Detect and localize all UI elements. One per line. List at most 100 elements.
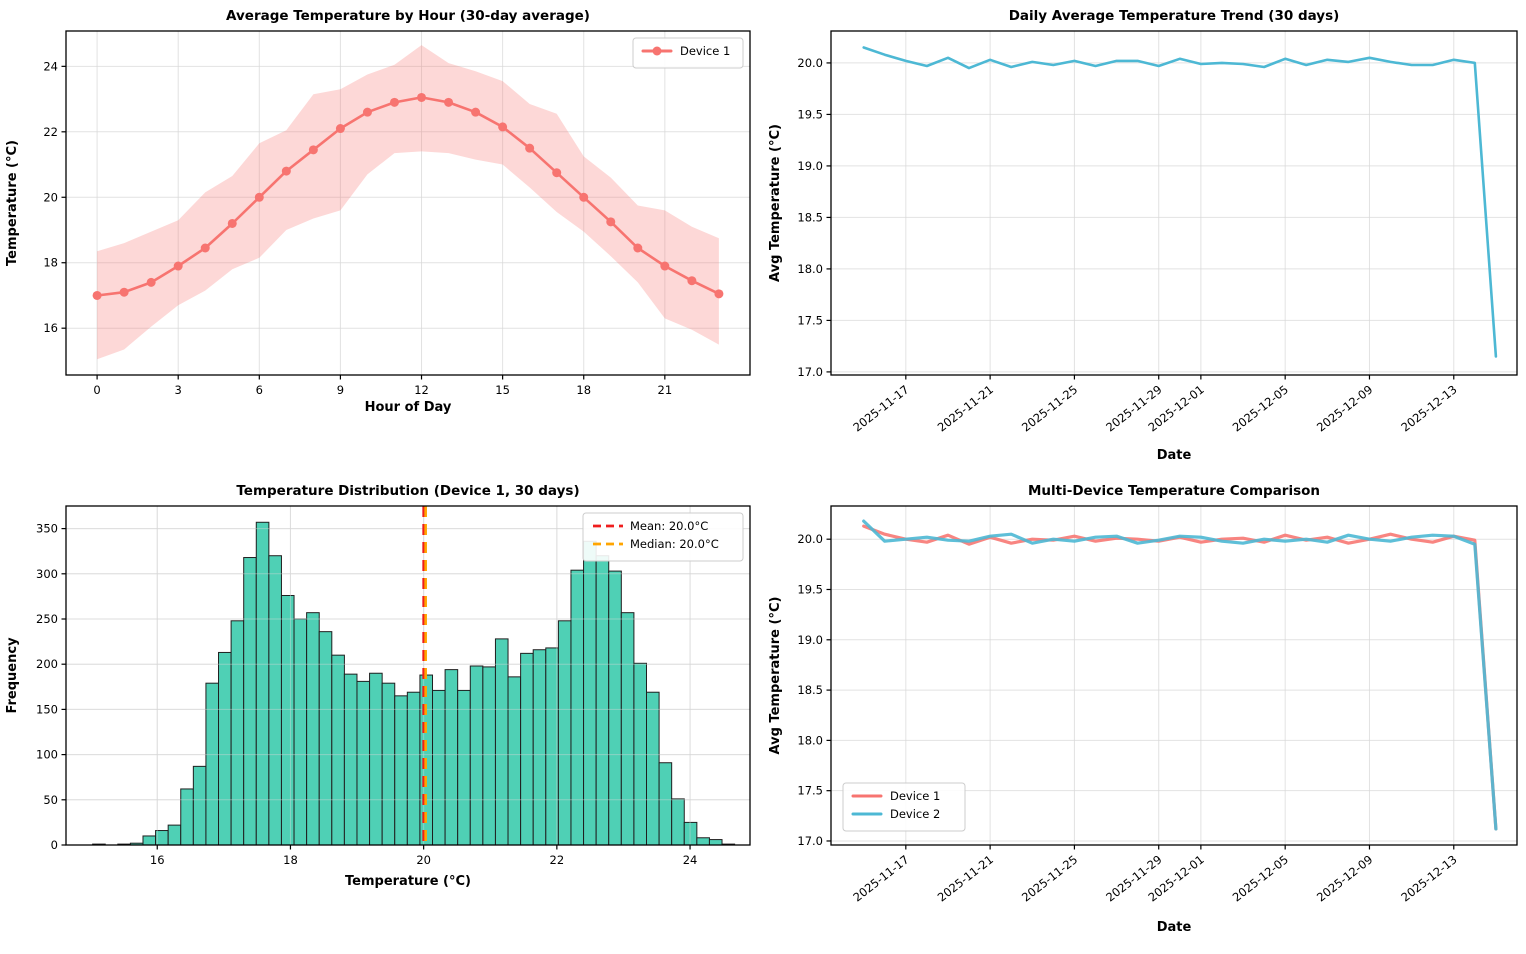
y-tick-label: 17.5 [797,313,823,327]
y-tick-label: 17.0 [797,834,823,848]
plot-background [763,475,1526,950]
plot-area [862,46,1498,358]
data-point-marker [579,192,589,202]
data-point-marker [281,166,291,176]
y-tick-label: 200 [36,657,58,671]
histogram-bar [469,665,484,846]
x-tick-label: 6 [256,383,263,397]
grid-lines [66,31,750,375]
data-point-marker [417,92,427,102]
x-tick-label: 22 [550,853,565,867]
legend-marker-sample [652,46,662,56]
legend-label: Mean: 20.0°C [630,519,708,533]
cell-daily-trend: 2025-11-17 2025-11-21 2025-11-25 2025-11-29… [763,0,1526,475]
histogram-bar [658,762,673,846]
chart-multi-device-comparison: 2025-11-17 2025-11-21 2025-11-25 2025-11-29… [763,475,1526,950]
histogram-bar [180,788,194,846]
legend-item: Device 1 [851,789,940,803]
histogram-bar [306,612,320,846]
data-point-marker [714,289,724,299]
data-point-marker [444,97,454,107]
y-tick-label: 18.5 [797,683,823,697]
data-point-marker [552,168,562,178]
histogram-bar [255,521,270,846]
cell-multi-device-comparison: 2025-11-17 2025-11-21 2025-11-25 2025-11-29… [763,475,1526,950]
histogram-bar [494,638,509,846]
plot-area [92,45,724,360]
data-point-marker [362,107,372,117]
tick-labels: 16 18 20 22 24 0 50 100 150 200 250 300 350 [36,522,697,867]
series-line-1 [862,46,1498,358]
histogram-bar [570,569,585,846]
chart-temperature-distribution: 16 18 20 22 24 0 50 100 150 200 250 300 350 Temperatu… [0,475,763,950]
grid-overlay [66,506,750,846]
chart-hourly-average: 0 3 6 9 12 15 18 21 16 18 20 22 24 Average Temperatur… [0,0,763,475]
chart-title: Multi-Device Temperature Comparison [1028,483,1320,499]
tick-marks [61,65,666,380]
histogram-bar [671,798,685,846]
y-tick-label: 150 [36,702,58,716]
histogram-bar [343,673,358,846]
x-tick-label: 3 [175,383,182,397]
y-tick-label: 16 [43,321,58,335]
data-point-marker [687,276,697,286]
x-axis-label: Date [1157,920,1192,935]
legend: Device 1 [632,37,744,69]
y-tick-label: 18.0 [797,733,823,747]
histogram-bar [369,672,383,846]
y-tick-label: 19.5 [797,107,823,121]
histogram-bar [532,649,547,846]
y-tick-label: 17.5 [797,784,823,798]
histogram-bar [444,669,459,846]
y-axis-label: Avg Temperature (°C) [768,597,783,755]
chart-title: Daily Average Temperature Trend (30 days… [1009,8,1340,24]
x-tick-label: 16 [150,853,165,867]
x-tick-label: 0 [93,383,100,397]
x-tick-label: 15 [495,383,510,397]
y-tick-label: 0 [51,838,58,852]
plot-area [66,506,750,846]
chart-title: Average Temperature by Hour (30-day aver… [226,8,590,24]
data-point-marker [92,290,102,300]
histogram-bar [192,765,207,846]
histogram-bar [608,570,622,846]
histogram-bar [557,620,572,846]
y-tick-label: 350 [36,522,58,536]
histogram-bar [243,557,257,846]
legend-item: Device 2 [851,807,940,821]
y-tick-label: 18.5 [797,210,823,224]
histogram-bar [432,689,446,846]
data-point-marker [525,143,535,153]
plot-area [862,519,1498,831]
x-tick-label: 20 [416,853,431,867]
data-point-marker [308,145,318,155]
histogram-bar [356,680,371,846]
histogram-bar [218,651,232,846]
axes-spines [65,505,751,846]
data-point-marker [471,107,481,117]
y-tick-label: 22 [43,125,58,139]
data-point-marker [200,243,210,253]
data-point-marker [660,261,670,271]
y-tick-label: 18 [43,256,58,270]
histogram-bar [280,594,295,846]
y-tick-label: 20.0 [797,532,823,546]
histogram-bar [268,555,282,846]
histogram-bar [520,652,534,846]
plot-background [763,0,1526,475]
histogram-bar [406,691,421,846]
y-tick-label: 300 [36,567,58,581]
legend-item: Mean: 20.0°C [593,519,708,533]
histogram-bar [507,676,522,846]
data-point-marker [173,261,183,271]
histogram-bar [230,620,245,846]
y-tick-label: 19.0 [797,633,823,647]
histogram-bar [595,555,610,846]
data-point-marker [389,97,399,107]
confidence-band [97,45,719,360]
histogram-bar [620,612,635,846]
data-point-marker [227,218,237,228]
series-line-2 [862,519,1498,831]
axes-spines [830,505,1518,846]
axes-spines [65,30,751,376]
